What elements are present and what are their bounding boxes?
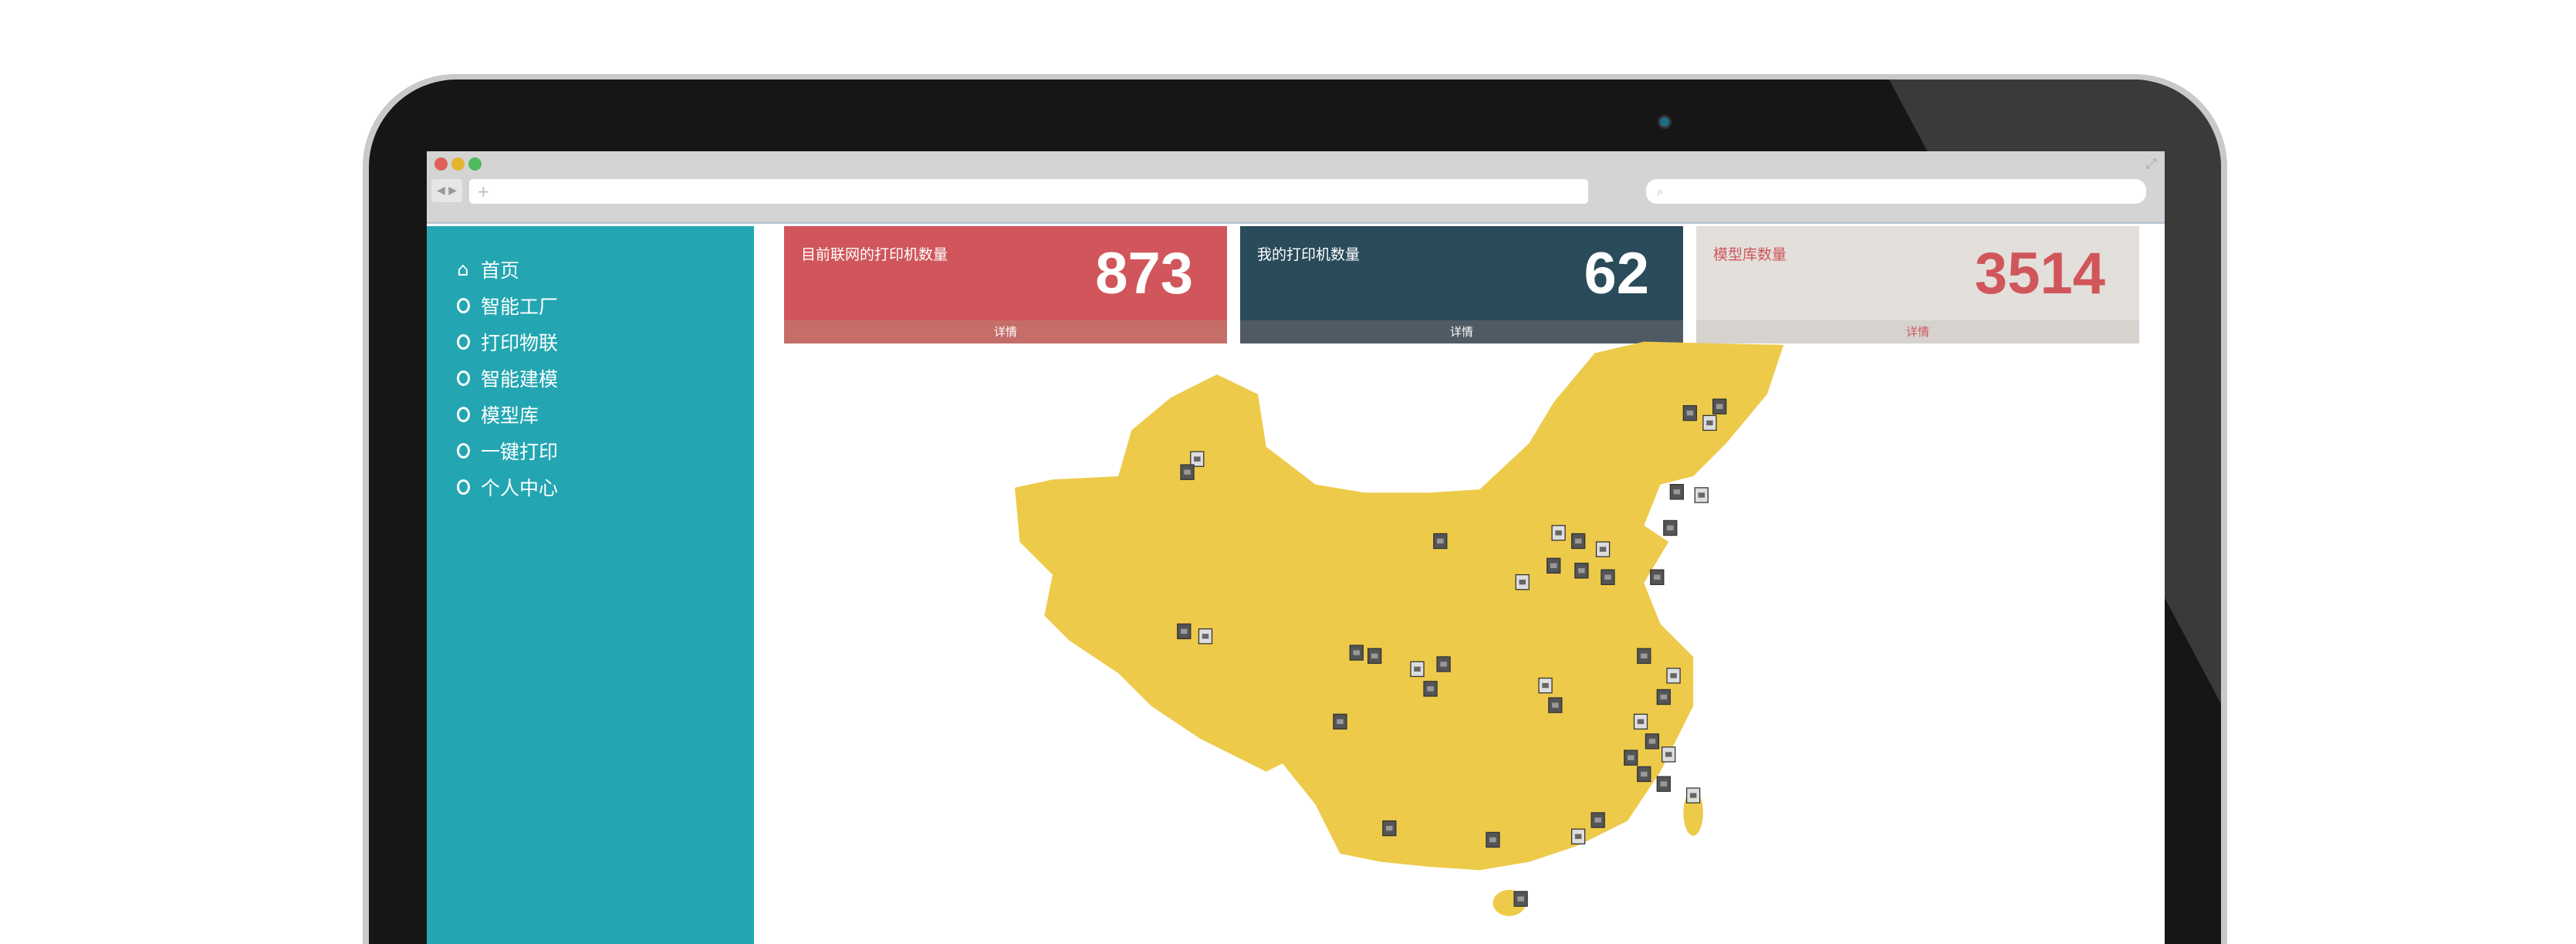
printer-icon[interactable]	[1656, 689, 1671, 705]
stat-value: 62	[1584, 241, 1649, 306]
printer-icon[interactable]	[1513, 891, 1528, 907]
printer-icon[interactable]	[1547, 557, 1561, 574]
printer-icon[interactable]	[1682, 404, 1698, 421]
printer-icon[interactable]	[1694, 487, 1709, 503]
circle-icon	[455, 479, 472, 496]
expand-icon[interactable]: ⤢	[2145, 156, 2157, 172]
circle-icon	[455, 297, 472, 314]
printer-icon[interactable]	[1633, 713, 1648, 730]
details-link[interactable]: 详情	[1696, 320, 2139, 343]
printer-icon[interactable]	[1591, 812, 1605, 828]
printer-icon[interactable]	[1551, 525, 1566, 541]
sidebar-item-6[interactable]: 个人中心	[427, 469, 754, 505]
printer-icon[interactable]	[1333, 713, 1347, 730]
sidebar-item-label: 模型库	[481, 404, 539, 427]
printer-icon[interactable]	[1712, 398, 1727, 414]
sidebar-item-label: 首页	[481, 259, 520, 282]
printer-icon[interactable]	[1538, 677, 1553, 694]
printer-icon[interactable]	[1650, 569, 1665, 585]
sidebar-item-4[interactable]: 模型库	[427, 396, 754, 432]
maximize-window-button[interactable]	[468, 157, 482, 171]
printer-icon[interactable]	[1663, 519, 1678, 536]
sidebar-item-0[interactable]: ⌂ 首页	[427, 251, 754, 287]
new-tab-icon: +	[477, 182, 490, 201]
printer-icon[interactable]	[1486, 831, 1500, 848]
circle-icon	[455, 370, 472, 387]
stat-card-0: 目前联网的打印机数量 873 详情	[784, 226, 1227, 343]
china-printer-map[interactable]	[427, 151, 2165, 944]
printer-icon[interactable]	[1656, 776, 1671, 792]
sidebar-item-label: 打印物联	[481, 331, 559, 354]
printer-icon[interactable]	[1382, 820, 1397, 837]
printer-icon[interactable]	[1198, 628, 1213, 645]
sidebar-item-label: 一键打印	[481, 440, 559, 463]
printer-icon[interactable]	[1548, 697, 1563, 713]
stat-value: 873	[1095, 241, 1193, 306]
printer-icon[interactable]	[1637, 766, 1651, 783]
circle-icon	[455, 442, 472, 459]
printer-icon[interactable]	[1624, 749, 1638, 766]
printer-icon[interactable]	[1180, 464, 1195, 480]
details-link[interactable]: 详情	[784, 320, 1227, 343]
printer-icon[interactable]	[1601, 569, 1615, 585]
stat-value: 3514	[1974, 241, 2105, 306]
home-icon: ⌂	[457, 258, 469, 280]
sidebar-item-label: 智能建模	[481, 367, 559, 391]
sidebar-item-3[interactable]: 智能建模	[427, 360, 754, 396]
stat-card-2: 模型库数量 3514 详情	[1696, 226, 2139, 343]
printer-icon[interactable]	[1669, 483, 1684, 500]
sidebar: ⌂ 首页智能工厂打印物联智能建模模型库一键打印个人中心	[427, 226, 754, 944]
printer-icon[interactable]	[1349, 645, 1364, 661]
stat-label: 我的打印机数量	[1257, 246, 1361, 263]
minimize-window-button[interactable]	[451, 157, 465, 171]
stat-label: 目前联网的打印机数量	[801, 246, 948, 263]
sidebar-item-1[interactable]: 智能工厂	[427, 287, 754, 323]
printer-icon[interactable]	[1423, 681, 1438, 697]
sidebar-item-label: 智能工厂	[481, 295, 559, 318]
search-icon: ⌕	[1657, 184, 1664, 198]
printer-icon[interactable]	[1436, 656, 1451, 672]
circle-icon	[455, 406, 472, 423]
printer-icon[interactable]	[1702, 414, 1717, 431]
printer-icon[interactable]	[1662, 746, 1676, 763]
printer-icon[interactable]	[1637, 648, 1651, 665]
printer-icon[interactable]	[1570, 828, 1586, 844]
back-forward-buttons[interactable]: ◀ ▶	[431, 179, 462, 202]
printer-icon[interactable]	[1595, 541, 1611, 557]
printer-icon[interactable]	[1190, 451, 1205, 467]
printer-icon[interactable]	[1645, 733, 1660, 749]
stat-card-1: 我的打印机数量 62 详情	[1240, 226, 1683, 343]
circle-icon	[455, 333, 472, 350]
printer-icon[interactable]	[1433, 533, 1448, 550]
printer-icon[interactable]	[1410, 661, 1425, 678]
sidebar-item-5[interactable]: 一键打印	[427, 432, 754, 469]
printer-icon[interactable]	[1574, 563, 1589, 579]
search-input[interactable]: ⌕	[1646, 179, 2146, 204]
printer-icon[interactable]	[1570, 533, 1586, 550]
address-bar[interactable]: +	[469, 179, 1588, 204]
printer-icon[interactable]	[1666, 668, 1681, 684]
details-link[interactable]: 详情	[1240, 320, 1683, 343]
sidebar-item-2[interactable]: 打印物联	[427, 323, 754, 360]
webcam-icon	[1658, 115, 1672, 129]
printer-icon[interactable]	[1685, 787, 1701, 804]
browser-chrome: ◀ ▶ + ⌕ ⤢	[427, 151, 2165, 224]
stat-label: 模型库数量	[1713, 246, 1787, 263]
sidebar-item-label: 个人中心	[481, 476, 559, 499]
china-map-shape	[1015, 341, 1784, 871]
printer-icon[interactable]	[1515, 574, 1530, 590]
close-window-button[interactable]	[434, 157, 448, 171]
browser-window: ◀ ▶ + ⌕ ⤢ ⌂ 首页智能工厂打印物联智能建模模型库一键打印个人中心 目前联…	[427, 151, 2165, 944]
printer-icon[interactable]	[1177, 623, 1192, 640]
printer-icon[interactable]	[1367, 648, 1382, 665]
